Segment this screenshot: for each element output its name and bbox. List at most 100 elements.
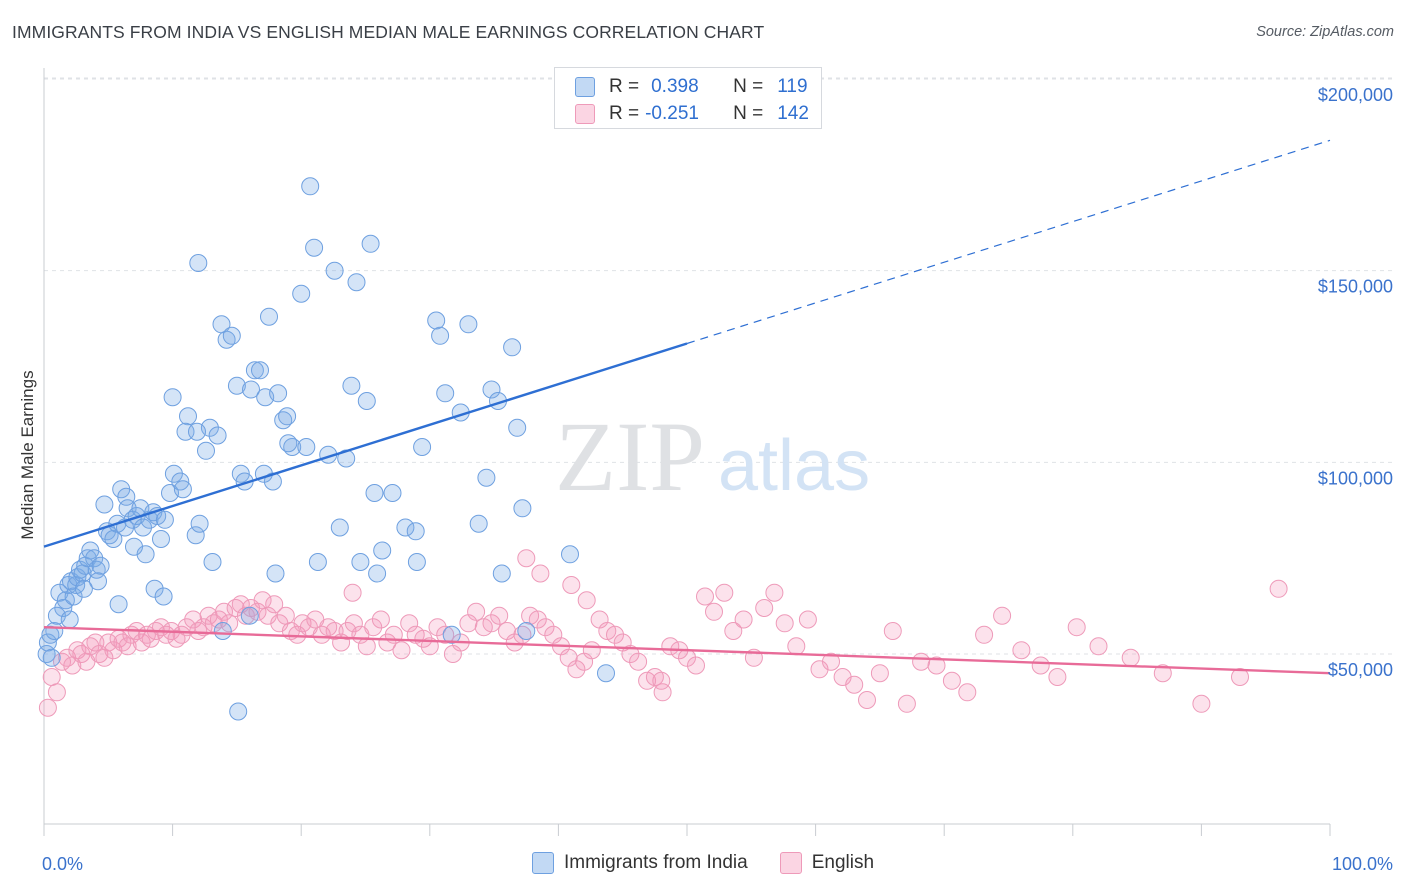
india-point [190, 514, 209, 533]
english-point [47, 683, 66, 702]
stats-legend-row-india: R = 0.398 N = 119 [575, 75, 808, 99]
india-point [95, 495, 114, 514]
english-point [567, 660, 586, 679]
y-axis-label: Median Male Earnings [18, 370, 37, 539]
india-point [459, 315, 478, 334]
watermark-atlas: atlas [718, 426, 870, 506]
india-point [45, 622, 64, 640]
english-point [536, 618, 555, 637]
india-point [365, 484, 384, 502]
india-point [179, 407, 197, 426]
series-india-points [37, 177, 615, 721]
y-tick-label: $50,000 [1328, 660, 1393, 680]
india-point [342, 376, 361, 395]
india-point [164, 464, 183, 483]
english-point [942, 671, 961, 690]
english-point [798, 610, 817, 629]
india-point [197, 441, 215, 460]
india-point [64, 587, 83, 606]
india-point [477, 468, 496, 487]
english-point [531, 564, 550, 583]
india-point [186, 526, 205, 545]
english-point [958, 683, 977, 702]
english-point [371, 610, 390, 629]
x-tick-label: 0.0% [42, 854, 83, 874]
english-point [715, 583, 734, 602]
english-point [428, 618, 447, 637]
english-point [687, 656, 705, 675]
india-point [351, 553, 370, 571]
india-point [513, 499, 532, 518]
axes [43, 68, 1331, 836]
india-point [406, 522, 425, 541]
english-point [1089, 637, 1108, 656]
english-point [1067, 618, 1086, 637]
english-point [490, 606, 509, 625]
india-point [189, 254, 208, 272]
india-point [118, 499, 137, 518]
legend-item-english[interactable]: English [779, 852, 875, 874]
english-point [897, 694, 916, 713]
english-point [993, 606, 1012, 625]
india-point [125, 537, 143, 556]
r-value: -0.251 [645, 103, 699, 124]
english-point [1121, 648, 1140, 667]
india-swatch [575, 77, 595, 97]
y-tick-label: $100,000 [1318, 468, 1393, 488]
english-point [392, 641, 411, 660]
english-point [606, 625, 624, 644]
english-point [652, 671, 671, 690]
india-point [301, 177, 320, 196]
y-tick-label: $150,000 [1318, 277, 1393, 297]
india-point [263, 472, 282, 491]
india-point [383, 484, 402, 502]
english-point [467, 602, 486, 621]
english-point [265, 595, 284, 614]
english-point [343, 583, 362, 602]
english-point [765, 583, 784, 602]
english-point [1231, 668, 1249, 686]
india-point [517, 622, 536, 640]
india-point [60, 610, 79, 629]
english-point [883, 622, 902, 640]
english-point [42, 668, 61, 686]
india-point [469, 514, 488, 533]
india-point [91, 556, 110, 575]
r-label: R = [609, 103, 640, 124]
india-point [361, 234, 380, 253]
english-point [822, 652, 840, 671]
english-point [724, 622, 743, 640]
india-point [492, 564, 511, 583]
india-point [163, 388, 182, 407]
india-point [330, 518, 349, 537]
english-point [357, 637, 376, 656]
english-point [436, 625, 455, 644]
english-point [1048, 668, 1067, 686]
india-point [597, 664, 615, 683]
n-value: 119 [777, 76, 808, 97]
english-point [104, 641, 123, 660]
english-point [629, 652, 648, 671]
legend-item-india[interactable]: Immigrants from India [531, 852, 748, 874]
legend-label-english: English [811, 852, 875, 873]
english-point [858, 691, 876, 709]
english-point [400, 614, 419, 633]
r-value: 0.398 [651, 76, 699, 97]
india-swatch [531, 852, 554, 874]
india-point [503, 338, 522, 357]
india-trend-extension [686, 139, 1331, 345]
english-point [621, 645, 640, 663]
english-swatch [575, 104, 595, 124]
stats-legend: R = 0.398 N = 119 R = -0.251 N = 142 [554, 67, 822, 129]
english-point [184, 610, 203, 629]
india-point [305, 238, 324, 257]
india-point [240, 606, 259, 625]
india-point [154, 587, 173, 606]
n-value: 142 [777, 103, 809, 124]
chart-title: IMMIGRANTS FROM INDIA VS ENGLISH MEDIAN … [12, 22, 765, 42]
english-point [86, 633, 105, 652]
english-point [344, 614, 363, 633]
english-point [482, 614, 501, 633]
english-point [653, 683, 672, 702]
english-point [787, 637, 806, 656]
